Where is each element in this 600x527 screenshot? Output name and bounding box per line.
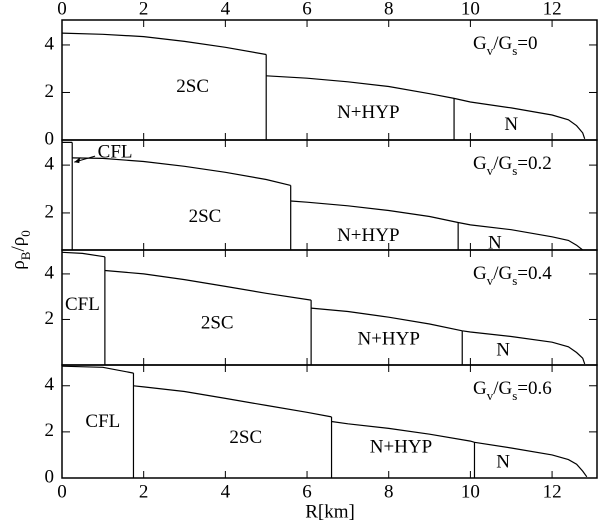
phase-label: CFL <box>65 294 100 315</box>
phase-label: N <box>504 114 518 135</box>
phase-label: N <box>496 340 510 361</box>
x-tick-label: 8 <box>384 481 394 502</box>
x-tick-label: 2 <box>139 481 149 502</box>
x-tick-label-top: 2 <box>139 0 149 19</box>
y-title-part: 0 <box>18 230 33 237</box>
annotation-part: s <box>512 273 517 288</box>
phase-label: 2SC <box>229 427 262 448</box>
annotation-part: v <box>487 273 494 288</box>
phase-label: 2SC <box>201 312 234 333</box>
annotation-part: =0.6 <box>517 378 551 399</box>
annotation-part: =0 <box>517 33 537 54</box>
x-tick-label-top: 0 <box>57 0 67 19</box>
x-tick-label-top: 6 <box>302 0 312 19</box>
y-title-part: /ρ <box>8 237 29 252</box>
y-tick-label: 4 <box>45 262 55 283</box>
phase-label: 2SC <box>176 76 209 97</box>
y-title-part: B <box>18 251 33 260</box>
annotation-part: v <box>487 163 494 178</box>
x-tick-label-top: 8 <box>384 0 394 19</box>
annotation-part: G <box>473 33 487 54</box>
phase-label: N+HYP <box>337 225 399 246</box>
annotation-part: v <box>487 388 494 403</box>
phase-label: N <box>488 232 502 253</box>
annotation-part: s <box>512 163 517 178</box>
x-tick-label-top: 12 <box>543 0 562 19</box>
x-axis-title: R[km] <box>305 501 355 522</box>
y-tick-label: 0 <box>45 466 55 487</box>
x-tick-label: 12 <box>543 481 562 502</box>
phase-label: 2SC <box>189 206 222 227</box>
panel-annotation: Gv/Gs=0.2 <box>473 153 552 178</box>
density-curve <box>61 32 586 139</box>
annotation-part: G <box>473 263 487 284</box>
y-tick-label: 4 <box>45 153 55 174</box>
x-tick-label: 10 <box>461 481 480 502</box>
x-tick-label-top: 10 <box>461 0 480 19</box>
annotation-part: /G <box>493 153 512 174</box>
y-tick-label: 2 <box>45 201 55 222</box>
phase-label: N <box>496 451 510 472</box>
density-curve <box>61 365 588 478</box>
phase-label: N+HYP <box>357 328 419 349</box>
density-curve <box>61 251 586 365</box>
density-curve <box>62 141 584 251</box>
y-tick-label: 0 <box>45 128 55 149</box>
panel-annotation: Gv/Gs=0.4 <box>473 263 552 288</box>
arrow-head <box>74 157 81 164</box>
x-tick-label: 4 <box>221 481 231 502</box>
y-tick-label: 2 <box>45 308 55 329</box>
annotation-part: /G <box>493 378 512 399</box>
annotation-part: G <box>473 378 487 399</box>
phase-label: CFL <box>85 411 120 432</box>
y-axis-title: ρB/ρ0 <box>8 230 33 269</box>
annotation-part: s <box>512 43 517 58</box>
panel-annotation: Gv/Gs=0 <box>473 33 538 58</box>
x-tick-label: 6 <box>302 481 312 502</box>
phase-label: N+HYP <box>370 436 432 457</box>
annotation-part: =0.2 <box>517 153 551 174</box>
x-tick-label: 0 <box>57 481 67 502</box>
panel-frame <box>61 364 598 479</box>
x-tick-label-top: 4 <box>221 0 231 19</box>
phase-label: N+HYP <box>337 102 399 123</box>
y-tick-label: 2 <box>45 420 55 441</box>
annotation-part: /G <box>493 33 512 54</box>
annotation-part: v <box>487 43 494 58</box>
annotation-part: /G <box>493 263 512 284</box>
annotation-part: G <box>473 153 487 174</box>
phase-label: CFL <box>98 142 133 163</box>
panel-annotation: Gv/Gs=0.6 <box>473 378 552 403</box>
y-title-part: ρ <box>8 260 29 269</box>
annotation-part: =0.4 <box>517 263 552 284</box>
y-tick-label: 4 <box>45 33 55 54</box>
annotation-part: s <box>512 388 517 403</box>
y-tick-label: 4 <box>45 374 55 395</box>
y-tick-label: 2 <box>45 81 55 102</box>
